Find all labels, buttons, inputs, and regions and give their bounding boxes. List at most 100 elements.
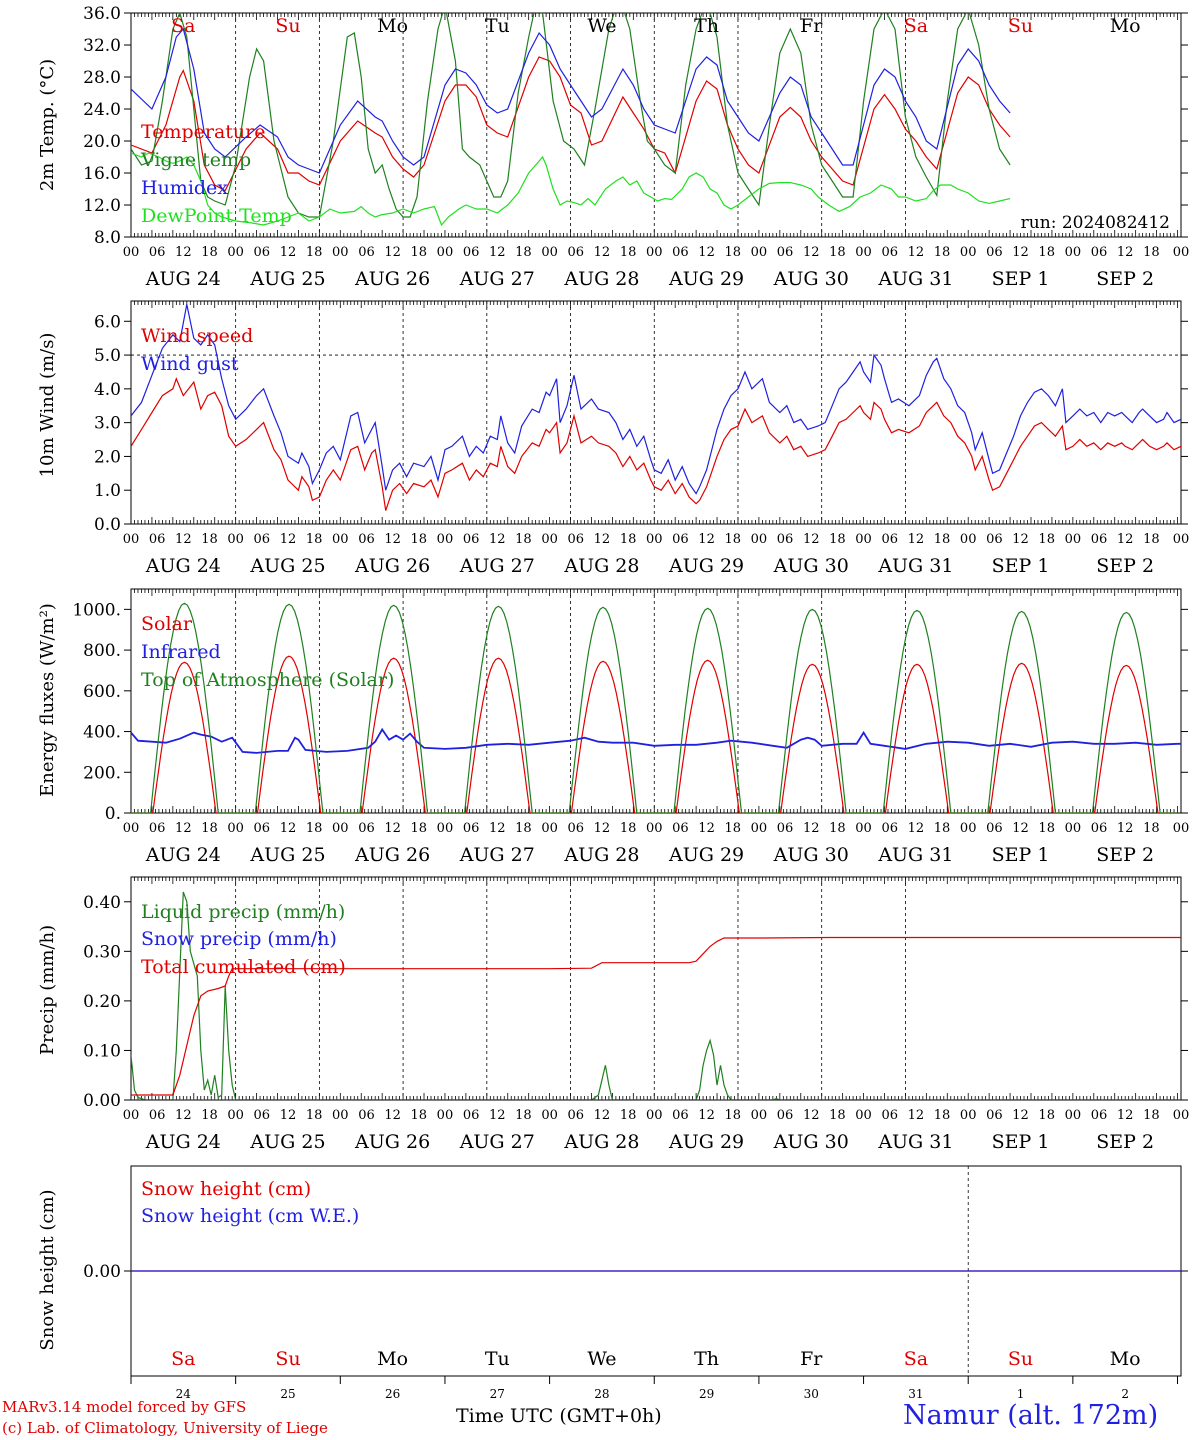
weekday-label: Th — [694, 1348, 719, 1370]
x-hour-label: 18 — [620, 821, 637, 836]
x-hour-label: 18 — [515, 532, 532, 547]
x-hour-label: 18 — [515, 1108, 532, 1123]
x-date-label: AUG 27 — [459, 268, 535, 290]
x-hour-label: 06 — [254, 532, 271, 547]
x-hour-label: 18 — [306, 1108, 323, 1123]
x-date-label: AUG 30 — [773, 555, 849, 577]
x-date-label: SEP 2 — [1096, 1131, 1154, 1153]
y-tick-label: 0.00 — [83, 1262, 121, 1282]
x-date-label: AUG 27 — [459, 1131, 535, 1153]
x-hour-label: 12 — [1117, 1108, 1134, 1123]
x-date-label: AUG 26 — [354, 555, 430, 577]
x-hour-label: 12 — [698, 821, 715, 836]
x-hour-label: 12 — [908, 821, 925, 836]
x-date-label: AUG 25 — [249, 844, 325, 866]
x-date-label: AUG 31 — [877, 555, 953, 577]
x-hour-label: 12 — [1012, 821, 1029, 836]
x-hour-label: 06 — [777, 532, 794, 547]
x-hour-label: 00 — [1173, 245, 1190, 260]
x-hour-label: 06 — [672, 245, 689, 260]
x-date-label: SEP 2 — [1096, 844, 1154, 866]
x-hour-label: 00 — [123, 821, 140, 836]
model-credit-line1: MARv3.14 model forced by GFS — [2, 1398, 247, 1416]
weekday-label: Th — [694, 15, 719, 37]
x-hour-label: 06 — [149, 1108, 166, 1123]
x-hour-label: 00 — [332, 245, 349, 260]
x-hour-label: 12 — [384, 532, 401, 547]
weekday-label: Sa — [171, 1348, 195, 1370]
y-tick-label: 0.10 — [83, 1041, 121, 1061]
x-hour-label: 18 — [724, 532, 741, 547]
x-date-label: AUG 27 — [459, 844, 535, 866]
x-date-label: AUG 26 — [354, 1131, 430, 1153]
x-hour-label: 06 — [463, 245, 480, 260]
y-tick-label: 1000. — [72, 600, 121, 620]
x-hour-label: 18 — [934, 245, 951, 260]
x-hour-label: 00 — [1065, 245, 1082, 260]
x-date-label: SEP 1 — [992, 268, 1050, 290]
legend-entry: Total cumulated (cm) — [141, 956, 346, 978]
series-line — [131, 13, 1011, 218]
x-hour-label: 18 — [306, 245, 323, 260]
series-line — [131, 376, 1181, 511]
y-tick-label: 1.0 — [94, 481, 121, 501]
weekday-label: Su — [275, 15, 300, 37]
x-date-label: AUG 31 — [877, 844, 953, 866]
y-tick-label: 32.0 — [83, 36, 121, 56]
legend-entry: Solar — [141, 613, 193, 635]
x-date-label: AUG 28 — [563, 1131, 639, 1153]
y-tick-label: 0.00 — [83, 1091, 121, 1111]
x-hour-label: 12 — [803, 1108, 820, 1123]
y-tick-label: 400. — [83, 723, 121, 743]
y-tick-label: 800. — [83, 641, 121, 661]
x-hour-label: 06 — [254, 245, 271, 260]
x-hour-label: 06 — [254, 1108, 271, 1123]
x-hour-label: 18 — [934, 532, 951, 547]
x-hour-label: 18 — [620, 1108, 637, 1123]
legend-entry: Humidex — [141, 177, 228, 199]
y-axis-title: 2m Temp. (°C) — [37, 59, 58, 191]
x-date-label: AUG 24 — [145, 844, 221, 866]
x-day-number: 25 — [280, 1387, 295, 1401]
y-axis-title: Energy fluxes (W/m²) — [37, 603, 58, 797]
x-hour-label: 18 — [306, 821, 323, 836]
x-day-number: 27 — [490, 1387, 505, 1401]
panel-4: 0.00 0.10 0.20 0.30 0.40 00 06 12 18 00 06 12 18 00 06… — [37, 876, 1189, 1153]
x-hour-label: 18 — [829, 1108, 846, 1123]
x-hour-label: 06 — [881, 821, 898, 836]
y-tick-label: 4.0 — [94, 380, 121, 400]
x-hour-label: 00 — [332, 1108, 349, 1123]
x-hour-label: 06 — [672, 532, 689, 547]
x-day-number: 31 — [908, 1387, 923, 1401]
x-hour-label: 12 — [803, 532, 820, 547]
x-hour-label: 00 — [227, 821, 244, 836]
x-hour-label: 06 — [1091, 1108, 1108, 1123]
x-hour-label: 12 — [384, 1108, 401, 1123]
x-date-label: AUG 25 — [249, 555, 325, 577]
x-hour-label: 12 — [175, 821, 192, 836]
weekday-label: We — [587, 15, 616, 37]
legend-entry: Wind gust — [141, 353, 239, 375]
x-date-label: AUG 24 — [145, 268, 221, 290]
y-tick-label: 24.0 — [83, 100, 121, 120]
x-hour-label: 00 — [751, 245, 768, 260]
x-day-number: 26 — [385, 1387, 400, 1401]
x-hour-label: 00 — [646, 821, 663, 836]
x-hour-label: 18 — [724, 1108, 741, 1123]
x-hour-label: 12 — [803, 821, 820, 836]
y-tick-label: 2.0 — [94, 447, 121, 467]
x-hour-label: 00 — [227, 532, 244, 547]
model-credit-line2: (c) Lab. of Climatology, University of L… — [2, 1419, 328, 1437]
series-line — [131, 152, 1011, 227]
x-hour-label: 00 — [646, 1108, 663, 1123]
legend-entry: Vigne temp — [140, 149, 251, 171]
x-hour-label: 00 — [437, 532, 454, 547]
y-tick-label: 200. — [83, 763, 121, 783]
x-hour-label: 12 — [1012, 1108, 1029, 1123]
x-hour-label: 06 — [1091, 245, 1108, 260]
x-hour-label: 18 — [829, 245, 846, 260]
x-hour-label: 00 — [123, 532, 140, 547]
x-hour-label: 00 — [855, 821, 872, 836]
weekday-label: We — [587, 1348, 616, 1370]
series-line — [131, 936, 1181, 1096]
